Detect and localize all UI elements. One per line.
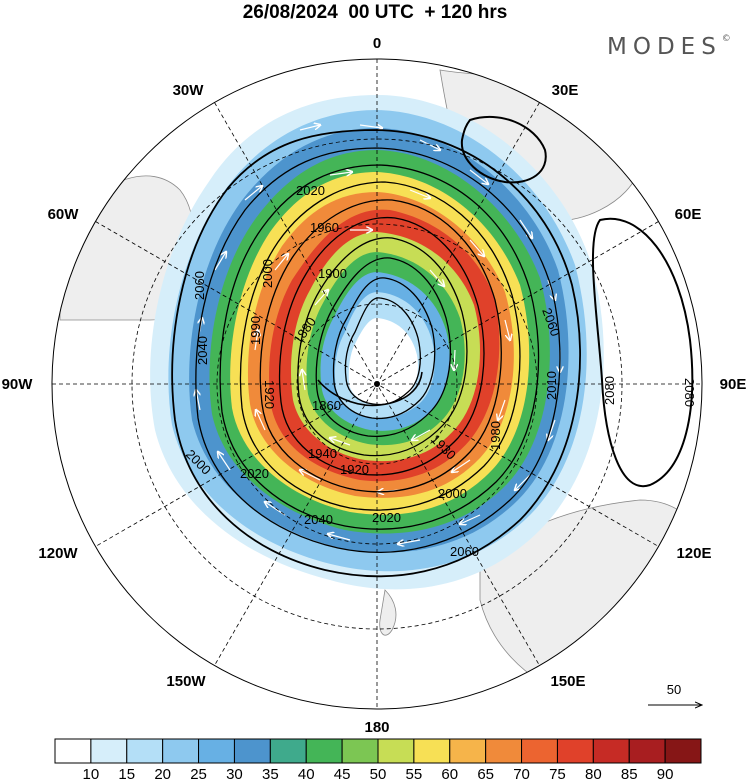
lon-label-30e: 30E	[552, 82, 579, 99]
land-new-zealand	[379, 589, 397, 636]
colorbar-tick-label: 45	[334, 766, 351, 782]
contour-label: 2010	[544, 371, 559, 400]
contour-label: 1920	[262, 380, 277, 409]
contour-1980	[259, 199, 502, 493]
contour-label: 2000	[438, 486, 467, 501]
lon-label-60w: 60W	[48, 206, 80, 223]
colorbar-box	[341, 738, 379, 764]
colorbar-box	[592, 738, 630, 764]
colorbar-box	[485, 738, 523, 764]
colorbar-tick-label: 80	[585, 766, 602, 782]
colorbar-tick-label: 10	[83, 766, 100, 782]
colorbar-box	[162, 738, 200, 764]
colorbar-box	[233, 738, 271, 764]
contour-label: 1940	[308, 446, 337, 461]
colorbar-box	[664, 738, 702, 764]
colorbar-box	[521, 738, 558, 764]
colorbar-tick-label: 75	[549, 766, 566, 782]
colorbar-tick-label: 70	[513, 766, 530, 782]
contour-label: 2080	[682, 378, 697, 407]
contour-label: 2020	[296, 183, 325, 198]
contour-label: 2040	[304, 512, 333, 527]
colorbar-box	[126, 738, 164, 764]
colorbar-tick-label: 55	[406, 766, 423, 782]
contour-2080-east	[592, 217, 694, 488]
south-pole-dot	[374, 381, 380, 387]
contour-1960	[278, 216, 485, 476]
colorbar-tick-label: 60	[441, 766, 458, 782]
contour-label: 2060	[450, 544, 479, 559]
height-contours	[171, 115, 694, 578]
lon-label-150w: 150W	[166, 673, 206, 690]
contour-2040	[195, 147, 561, 553]
colorbar-tick-label: 90	[657, 766, 674, 782]
colorbar-tick-label: 50	[370, 766, 387, 782]
contour-2000	[239, 181, 521, 511]
colorbar-box	[449, 738, 487, 764]
colorbar-box	[198, 738, 235, 764]
lon-label-180: 180	[364, 719, 389, 736]
contour-1900	[332, 277, 436, 420]
contour-label: 2000	[260, 259, 275, 288]
colorbar-box	[556, 738, 594, 764]
colorbar-tick-label: 30	[226, 766, 243, 782]
contour-label: 2020	[372, 510, 401, 525]
reference-vector-label: 50	[667, 682, 681, 697]
longitude-labels: 0 30E 60E 90E 120E 150E 180 150W 120W 90…	[2, 35, 747, 736]
colorbar-tick-label: 15	[118, 766, 135, 782]
contour-1860	[317, 371, 423, 407]
colorbar-tick-label: 40	[298, 766, 315, 782]
lon-label-120w: 120W	[38, 545, 78, 562]
contour-label: 1990	[248, 316, 263, 345]
lon-label-150e: 150E	[550, 673, 585, 690]
colorbar-tick-label: 35	[262, 766, 279, 782]
contour-label: 2040	[195, 336, 210, 365]
brand-logo: MODES©	[607, 34, 731, 60]
contour-label: 2080	[602, 376, 617, 405]
lon-label-30w: 30W	[173, 82, 205, 99]
contour-label: 1980	[488, 421, 503, 450]
lon-label-90w: 90W	[2, 376, 34, 393]
reference-vector: 50	[648, 682, 702, 705]
colorbar: 10 15 20 25 30 35 40 45 50 55 60 65 70 75 80 85 90	[54, 738, 702, 782]
colorbar-tick-label: 20	[154, 766, 171, 782]
contour-label: 1900	[318, 266, 347, 281]
map-title: 26/08/2024 00 UTC + 120 hrs	[242, 2, 508, 23]
colorbar-box	[90, 738, 128, 764]
colorbar-tick-label: 65	[477, 766, 494, 782]
shade-10-core	[348, 318, 418, 405]
colorbar-box	[269, 738, 307, 764]
colorbar-tick-label: 85	[621, 766, 638, 782]
contour-2020	[219, 164, 540, 530]
brand-text: MODES	[607, 34, 722, 60]
lon-label-120e: 120E	[676, 545, 711, 562]
contour-1920	[315, 257, 451, 438]
contour-1940	[297, 237, 468, 457]
brand-mark: ©	[721, 34, 731, 45]
colorbar-box	[54, 738, 92, 764]
map-boundary	[51, 58, 703, 710]
lon-label-0: 0	[373, 35, 381, 52]
lon-label-60e: 60E	[675, 206, 702, 223]
contour-label: 2060	[192, 271, 207, 300]
colorbar-box	[628, 738, 666, 764]
colorbar-box	[413, 738, 451, 764]
lon-label-90e: 90E	[720, 376, 747, 393]
contour-label: 1920	[340, 462, 369, 477]
contour-2060	[171, 129, 581, 578]
contour-1880	[344, 297, 421, 406]
colorbar-box	[305, 738, 343, 764]
contour-label: 1860	[312, 398, 341, 413]
colorbar-box	[377, 738, 415, 764]
contour-label: 2020	[240, 466, 269, 481]
contour-label: 1960	[310, 220, 339, 235]
colorbar-tick-label: 25	[190, 766, 207, 782]
